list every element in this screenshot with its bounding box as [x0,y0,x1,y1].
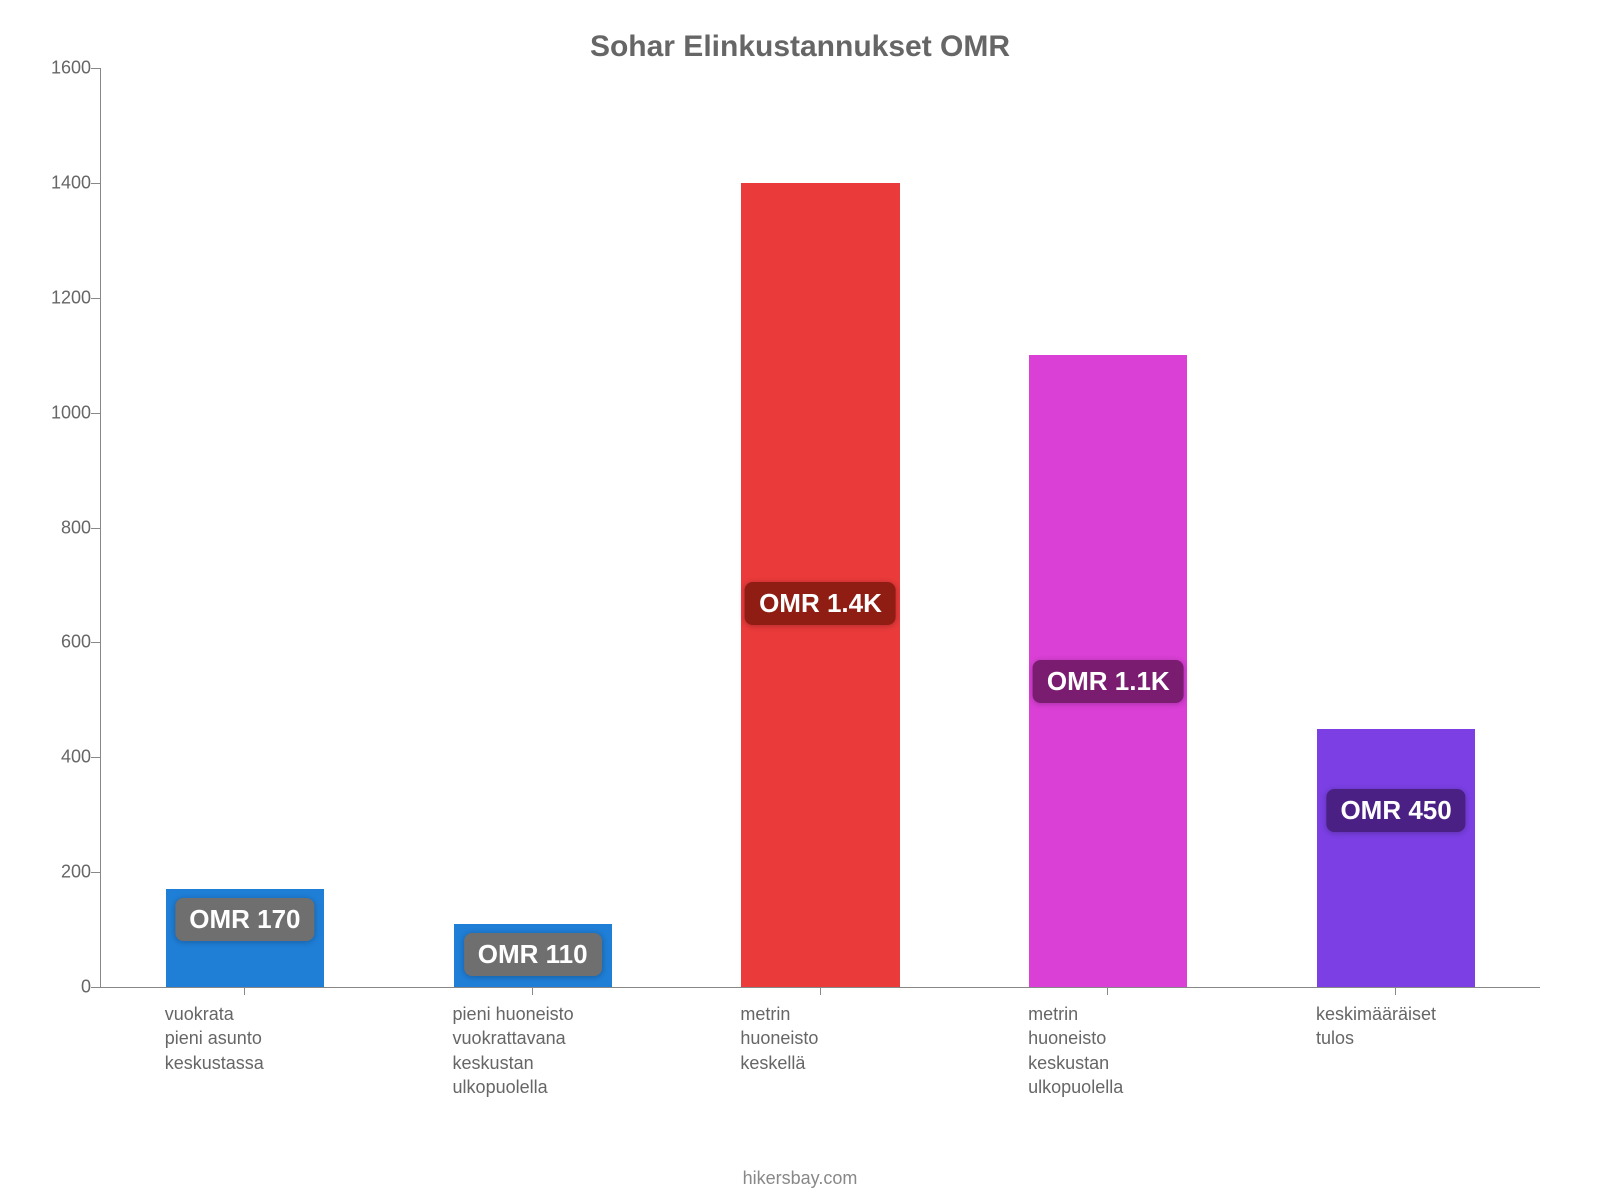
x-axis-label: metrin huoneisto keskustan ulkopuolella [1028,1002,1287,1099]
y-tick-label: 1000 [41,402,91,423]
y-tick-label: 0 [41,977,91,998]
bar: OMR 450 [1317,729,1475,987]
y-tick-label: 400 [41,747,91,768]
bar: OMR 170 [166,889,324,987]
plot-area: OMR 170OMR 110OMR 1.4KOMR 1.1KOMR 450 02… [100,68,1540,988]
y-tick [91,183,101,184]
value-badge: OMR 170 [175,898,314,941]
x-tick [244,987,245,995]
y-tick [91,413,101,414]
value-badge: OMR 450 [1326,789,1465,832]
bar: OMR 1.1K [1029,355,1187,987]
y-tick [91,298,101,299]
x-tick [1107,987,1108,995]
y-tick-label: 800 [41,517,91,538]
source-attribution: hikersbay.com [40,1168,1560,1189]
chart-container: Sohar Elinkustannukset OMR OMR 170 OMR 11… [0,0,1600,1200]
y-tick-label: 1600 [41,58,91,79]
bars-layer: OMR 170 OMR 110 OMR 1.4K OMR 1.1K OMR 450 [101,68,1540,987]
y-tick [91,642,101,643]
x-tick [820,987,821,995]
y-tick [91,528,101,529]
y-tick [91,872,101,873]
value-badge: OMR 1.1K [1033,660,1184,703]
y-tick-label: 600 [41,632,91,653]
y-tick-label: 200 [41,862,91,883]
chart-title: Sohar Elinkustannukset OMR [40,30,1560,64]
value-badge: OMR 110 [464,933,602,976]
x-axis-label: metrin huoneisto keskellä [740,1002,999,1075]
y-tick [91,757,101,758]
y-tick-label: 1200 [41,287,91,308]
x-axis-label: pieni huoneisto vuokrattavana keskustan … [453,1002,712,1099]
x-axis-label: keskimääräiset tulos [1316,1002,1575,1051]
x-axis-labels: vuokrata pieni asunto keskustassa pieni h… [100,988,1540,1128]
x-tick [532,987,533,995]
x-axis-label: vuokrata pieni asunto keskustassa [165,1002,424,1075]
bar: OMR 1.4K [741,183,899,987]
x-tick [1395,987,1396,995]
y-tick [91,68,101,69]
y-tick-label: 1400 [41,172,91,193]
value-badge: OMR 1.4K [745,582,896,625]
bar: OMR 110 [454,924,612,987]
